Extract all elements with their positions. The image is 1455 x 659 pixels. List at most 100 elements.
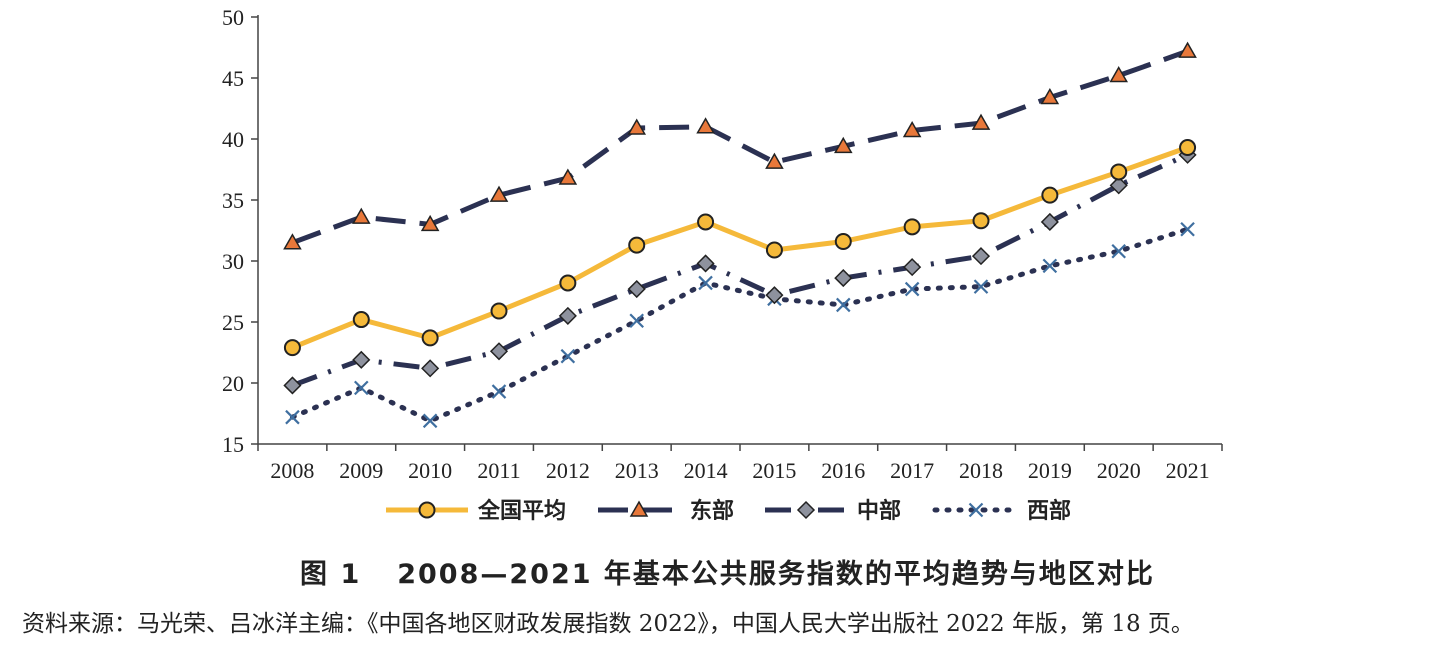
point-triangle: [833, 136, 853, 154]
point-triangle: [629, 500, 649, 517]
point-circle: [697, 213, 715, 231]
point-x: [836, 297, 851, 313]
point-diamond: [696, 254, 715, 273]
series-line: [291, 145, 1189, 350]
point-circle: [972, 212, 990, 230]
legend-label: 全国平均: [477, 498, 566, 524]
point-x: [973, 279, 989, 294]
series-x: [285, 222, 1195, 429]
point-diamond: [1109, 176, 1128, 195]
legend-label: 东部: [690, 498, 734, 524]
y-tick-label: 20: [222, 371, 244, 396]
x-tick-label: 2010: [408, 458, 452, 483]
legend-label: 西部: [1027, 498, 1071, 524]
figure-caption: 图 1 2008—2021 年基本公共服务指数的平均趋势与地区对比: [0, 552, 1455, 591]
series-triangle: [283, 41, 1197, 250]
figure-number: 图 1: [300, 559, 362, 590]
point-circle: [421, 329, 439, 347]
point-diamond: [765, 286, 784, 305]
point-diamond: [834, 269, 853, 288]
legend-entry: 东部: [598, 498, 734, 524]
x-tick-label: 2008: [270, 458, 314, 483]
point-triangle: [420, 214, 440, 232]
point-triangle: [1178, 41, 1197, 58]
point-circle: [283, 339, 301, 357]
point-diamond: [1040, 212, 1059, 232]
point-x: [560, 348, 576, 364]
legend-label: 中部: [857, 498, 901, 524]
point-triangle: [558, 168, 578, 185]
x-tick-label: 2011: [477, 458, 520, 483]
y-tick-label: 35: [222, 188, 244, 213]
point-x: [1111, 243, 1126, 259]
series-diamond: [283, 145, 1197, 395]
point-circle: [352, 311, 370, 329]
point-triangle: [902, 120, 922, 138]
y-tick-label: 45: [222, 66, 244, 91]
point-x: [1042, 258, 1058, 274]
series-circle: [283, 139, 1197, 357]
chart-axes: 15 20 25 30 35 40 45 50 2008 2009 2010 2011 2012 2013…: [222, 5, 1223, 483]
x-tick-label: 2014: [684, 458, 728, 483]
legend-entry: 西部: [932, 498, 1071, 524]
point-diamond: [971, 247, 991, 266]
point-triangle: [351, 207, 371, 224]
point-x: [422, 413, 438, 429]
figure-title: 2008—2021 年基本公共服务指数的平均趋势与地区对比: [397, 559, 1155, 590]
line-chart: 15 20 25 30 35 40 45 50 2008 2009 2010 2011 2012 2013…: [222, 5, 1223, 524]
point-x: [629, 313, 644, 329]
point-circle: [559, 274, 577, 292]
series-line: [289, 226, 1191, 424]
point-circle: [490, 302, 508, 320]
point-diamond: [796, 500, 816, 520]
x-tick-label: 2016: [821, 458, 865, 483]
chart-legend: 全国平均 东部 中部 西部: [386, 498, 1071, 524]
point-diamond: [283, 376, 302, 395]
y-tick-label: 40: [222, 127, 244, 152]
point-x: [968, 502, 984, 518]
point-x: [698, 275, 713, 291]
point-circle: [418, 501, 436, 519]
source-note: 资料来源：马光荣、吕冰洋主编：《中国各地区财政发展指数 2022》，中国人民大学…: [22, 611, 1194, 637]
point-triangle: [627, 118, 647, 135]
point-circle: [628, 236, 646, 254]
point-x: [285, 409, 300, 425]
point-diamond: [558, 306, 577, 325]
legend-entry: 全国平均: [386, 498, 566, 524]
x-tick-label: 2017: [890, 458, 934, 483]
y-tick-label: 15: [222, 432, 244, 457]
point-triangle: [696, 117, 715, 134]
point-x: [491, 384, 507, 399]
x-tick-label: 2020: [1097, 458, 1141, 483]
point-triangle: [971, 113, 991, 130]
point-triangle: [489, 185, 509, 202]
y-tick-label: 30: [222, 249, 244, 274]
point-circle: [765, 241, 783, 259]
x-tick-label: 2015: [752, 458, 796, 483]
y-tick-label: 25: [222, 310, 244, 335]
chart-series: [283, 41, 1197, 429]
point-triangle: [1109, 66, 1129, 83]
point-circle: [903, 218, 921, 236]
series-line: [291, 48, 1189, 246]
point-x: [354, 380, 369, 396]
point-diamond: [903, 258, 922, 277]
x-tick-label: 2021: [1166, 458, 1210, 483]
point-circle: [1041, 186, 1059, 204]
x-tick-label: 2009: [339, 458, 383, 483]
point-circle: [1110, 163, 1128, 181]
legend-entry: 中部: [765, 498, 901, 524]
x-tick-label: 2019: [1028, 458, 1072, 483]
point-triangle: [1040, 88, 1060, 105]
point-diamond: [489, 342, 509, 361]
point-triangle: [765, 152, 784, 169]
point-circle: [834, 232, 852, 250]
x-tick-label: 2012: [546, 458, 590, 483]
point-circle: [1179, 139, 1197, 157]
point-diamond: [352, 350, 371, 369]
y-tick-label: 50: [222, 5, 244, 30]
point-x: [1180, 222, 1195, 237]
point-diamond: [421, 359, 440, 378]
x-tick-label: 2013: [615, 458, 659, 483]
point-triangle: [283, 233, 302, 250]
